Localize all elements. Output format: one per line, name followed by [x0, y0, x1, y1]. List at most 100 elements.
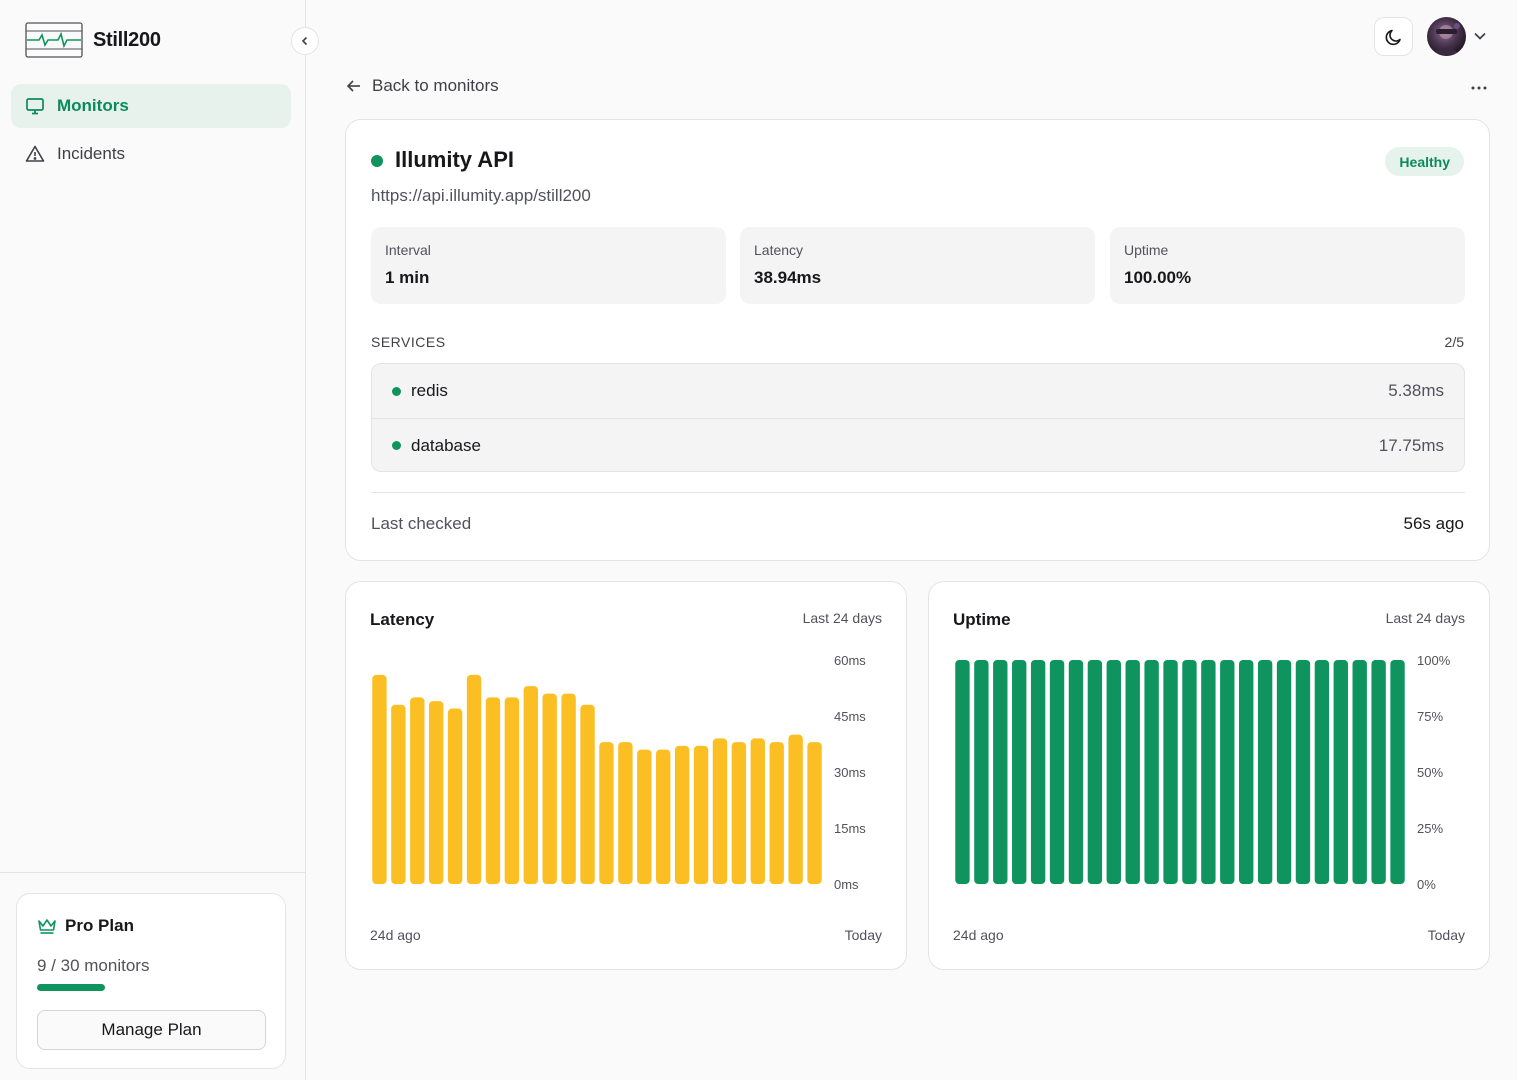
stat-value: 38.94ms	[754, 268, 822, 287]
uptime-bar[interactable]	[1352, 660, 1367, 884]
stat-value: 100.00%	[1124, 268, 1192, 287]
sidebar-item-label: Incidents	[57, 144, 126, 163]
plan-name: Pro Plan	[65, 916, 134, 935]
uptime-bar[interactable]	[1276, 660, 1292, 884]
latency-bar[interactable]	[447, 708, 463, 884]
stat-uptime: Uptime 100.00%	[1110, 227, 1465, 304]
latency-bar[interactable]	[466, 674, 482, 884]
more-options-button[interactable]	[1470, 80, 1488, 101]
uptime-bar[interactable]	[1201, 660, 1216, 884]
latency-bar[interactable]	[523, 686, 538, 884]
latency-bar[interactable]	[788, 734, 803, 884]
avatar[interactable]	[1427, 17, 1466, 56]
plan-card: Pro Plan 9 / 30 monitors Manage Plan	[16, 893, 286, 1069]
latency-bar[interactable]	[731, 742, 747, 884]
plan-header: Pro Plan	[37, 916, 134, 936]
services-count: 2/5	[1444, 334, 1464, 350]
plan-progress-fill	[37, 984, 106, 991]
theme-toggle-button[interactable]	[1374, 17, 1413, 56]
y-tick-label: 75%	[1417, 709, 1443, 724]
uptime-bar[interactable]	[1125, 660, 1140, 884]
latency-bar[interactable]	[769, 742, 784, 884]
y-tick-label: 45ms	[834, 709, 866, 724]
uptime-bar[interactable]	[1333, 660, 1348, 884]
x-axis-end-label: Today	[1427, 927, 1465, 943]
back-label: Back to monitors	[372, 76, 499, 95]
latency-chart: 60ms 45ms 30ms 15ms 0ms	[372, 653, 866, 892]
uptime-bar[interactable]	[1049, 660, 1065, 884]
service-row-database[interactable]: database 17.75ms	[372, 418, 1464, 471]
uptime-bar[interactable]	[1220, 660, 1235, 884]
uptime-bar[interactable]	[1371, 660, 1386, 884]
latency-bar[interactable]	[391, 704, 406, 884]
logo-icon	[25, 22, 83, 58]
monitor-card: Illumity API https://api.illumity.app/st…	[345, 119, 1490, 561]
service-name: database	[411, 435, 481, 455]
latency-bar[interactable]	[542, 693, 557, 884]
latency-bar[interactable]	[429, 701, 444, 884]
service-status-dot	[392, 386, 401, 396]
monitor-url: https://api.illumity.app/still200	[371, 186, 591, 205]
uptime-bar[interactable]	[993, 660, 1008, 884]
brand-name: Still200	[93, 28, 161, 51]
sidebar: Still200 Monitors Incidents Pro Plan 9 /…	[0, 0, 306, 1080]
collapse-sidebar-button[interactable]	[291, 27, 319, 55]
latency-bar[interactable]	[674, 745, 690, 884]
brand[interactable]: Still200	[25, 22, 161, 58]
latency-bar[interactable]	[410, 697, 425, 884]
stat-interval: Interval 1 min	[371, 227, 726, 304]
chart-range: Last 24 days	[1385, 610, 1465, 626]
latency-bar[interactable]	[504, 697, 520, 884]
latency-bar[interactable]	[712, 738, 728, 884]
uptime-bar[interactable]	[955, 660, 970, 884]
uptime-bar[interactable]	[1030, 660, 1046, 884]
latency-bar[interactable]	[693, 745, 709, 884]
latency-bar[interactable]	[372, 674, 387, 884]
y-tick-label: 30ms	[834, 765, 866, 780]
latency-bar[interactable]	[750, 738, 765, 884]
alert-triangle-icon	[25, 145, 45, 162]
uptime-bar[interactable]	[1068, 660, 1084, 884]
uptime-bar[interactable]	[1087, 660, 1103, 884]
uptime-bar[interactable]	[1239, 660, 1254, 884]
uptime-bar[interactable]	[1163, 660, 1178, 884]
back-to-monitors-link[interactable]: Back to monitors	[346, 76, 499, 96]
services-list: redis 5.38ms database 17.75ms	[371, 363, 1465, 472]
latency-bar[interactable]	[618, 742, 633, 884]
service-latency: 5.38ms	[1388, 381, 1444, 400]
service-latency: 17.75ms	[1378, 435, 1444, 455]
latency-bar[interactable]	[599, 742, 614, 884]
service-row-redis[interactable]: redis 5.38ms	[372, 364, 1464, 418]
last-checked-label: Last checked	[371, 514, 472, 533]
latency-bar[interactable]	[561, 693, 576, 884]
chart-range: Last 24 days	[802, 610, 882, 626]
chevron-down-icon[interactable]	[1472, 28, 1488, 44]
uptime-bar[interactable]	[1314, 660, 1330, 884]
service-name: redis	[411, 381, 448, 400]
stat-label: Uptime	[1124, 242, 1169, 258]
uptime-bar[interactable]	[1390, 660, 1405, 884]
manage-plan-button[interactable]: Manage Plan	[37, 1010, 266, 1050]
stat-label: Interval	[385, 242, 431, 258]
y-tick-label: 0%	[1417, 877, 1436, 892]
uptime-bar[interactable]	[1144, 660, 1159, 884]
uptime-bar[interactable]	[1182, 660, 1197, 884]
sidebar-item-incidents[interactable]: Incidents	[11, 132, 291, 176]
latency-bar[interactable]	[807, 742, 822, 884]
latency-bar[interactable]	[637, 749, 652, 884]
uptime-bar[interactable]	[1295, 660, 1311, 884]
latency-bar[interactable]	[580, 704, 595, 884]
latency-bar[interactable]	[485, 697, 501, 884]
moon-icon	[1385, 29, 1401, 45]
service-status-dot	[392, 441, 401, 450]
latency-bar[interactable]	[656, 749, 671, 884]
uptime-bar[interactable]	[974, 660, 989, 884]
stat-value: 1 min	[385, 268, 430, 287]
x-axis-end-label: Today	[844, 927, 882, 943]
uptime-bar[interactable]	[1012, 660, 1027, 884]
chevron-left-icon	[301, 36, 308, 46]
uptime-bar[interactable]	[1257, 660, 1273, 884]
sidebar-item-monitors[interactable]: Monitors	[11, 84, 291, 128]
uptime-bar[interactable]	[1106, 660, 1121, 884]
avatar-image	[1432, 23, 1461, 56]
